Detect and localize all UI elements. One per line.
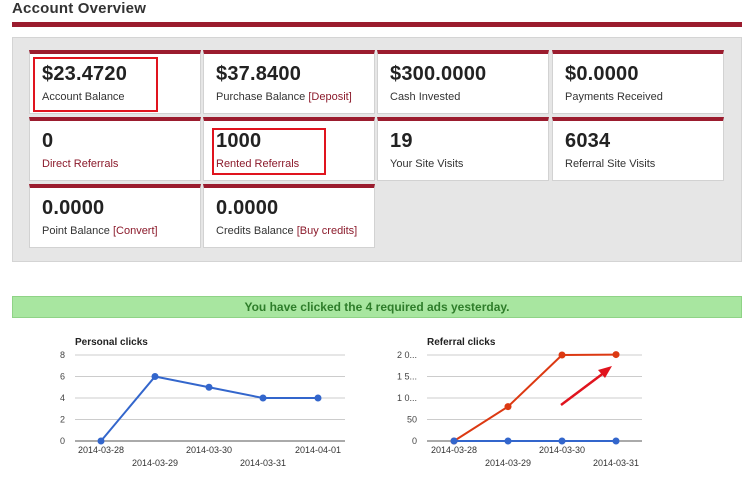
credits-balance-label: Credits Balance — [216, 225, 294, 237]
data-point — [205, 383, 213, 391]
purchase-balance-value: $37.8400 — [216, 63, 302, 85]
site-visits-label: Your Site Visits — [390, 158, 464, 170]
data-point — [558, 351, 566, 359]
highlight-account-balance — [33, 57, 158, 112]
data-point — [504, 403, 512, 411]
y-tick-label: 2 — [60, 415, 65, 425]
x-tick-label: 2014-03-28 — [431, 445, 477, 455]
stat-card-rented-referrals[interactable]: 1000 Rented Referrals — [203, 117, 375, 181]
deposit-link[interactable]: [Deposit] — [308, 91, 352, 103]
data-point — [314, 394, 322, 402]
stats-panel: $23.4720 Account Balance $37.8400 Purcha… — [12, 37, 742, 262]
payments-received-label: Payments Received — [565, 91, 663, 103]
account-balance-label: Account Balance — [42, 91, 125, 103]
stat-card-credits-balance: 0.0000 Credits Balance [Buy credits] — [203, 184, 375, 248]
annotation-arrow-shaft — [560, 371, 606, 406]
convert-link[interactable]: [Convert] — [112, 225, 158, 237]
title-divider — [12, 22, 742, 27]
buy-credits-link[interactable]: [Buy credits] — [296, 225, 358, 237]
data-point — [612, 351, 620, 359]
stat-card-purchase-balance: $37.8400 Purchase Balance [Deposit] — [203, 50, 375, 114]
x-tick-label: 2014-03-31 — [593, 458, 639, 468]
chart-referral-clicks: Referral clicks 0 50 1 0... 1 5... 2 0... 2014… — [397, 337, 642, 468]
point-balance-label-row: Point Balance [Convert] — [42, 225, 200, 237]
data-point — [612, 437, 620, 445]
chart-title: Personal clicks — [75, 337, 148, 348]
x-tick-label: 2014-03-30 — [539, 445, 585, 455]
x-tick-label: 2014-04-01 — [295, 445, 341, 455]
data-point — [558, 437, 566, 445]
stat-card-referral-site-visits: 6034 Referral Site Visits — [552, 117, 724, 181]
direct-referrals-link[interactable]: Direct Referrals — [42, 158, 119, 170]
x-tick-label: 2014-03-29 — [485, 458, 531, 468]
x-tick-label: 2014-03-28 — [78, 445, 124, 455]
credits-balance-label-row: Credits Balance [Buy credits] — [216, 225, 374, 237]
account-balance-value: $23.4720 — [42, 63, 128, 85]
data-point — [259, 394, 267, 402]
page-title: Account Overview — [12, 0, 147, 17]
y-tick-label: 4 — [60, 393, 65, 403]
data-point — [97, 437, 105, 445]
rented-referrals-link[interactable]: Rented Referrals — [216, 158, 300, 170]
direct-referrals-value: 0 — [42, 130, 54, 152]
cash-invested-label: Cash Invested — [390, 91, 461, 103]
highlight-rented-referrals — [212, 128, 326, 175]
annotation-arrow-head — [598, 366, 612, 378]
point-balance-value: 0.0000 — [42, 197, 105, 219]
stat-card-direct-referrals[interactable]: 0 Direct Referrals — [29, 117, 201, 181]
y-tick-label: 2 0... — [397, 350, 417, 360]
series-line — [453, 353, 617, 442]
payments-received-value: $0.0000 — [565, 63, 639, 85]
y-tick-label: 8 — [60, 350, 65, 360]
referral-site-visits-value: 6034 — [565, 130, 611, 152]
credits-balance-value: 0.0000 — [216, 197, 279, 219]
cash-invested-value: $300.0000 — [390, 63, 487, 85]
x-tick-label: 2014-03-30 — [186, 445, 232, 455]
stat-card-payments-received: $0.0000 Payments Received — [552, 50, 724, 114]
site-visits-value: 19 — [390, 130, 413, 152]
notice-bar: You have clicked the 4 required ads yest… — [12, 296, 742, 318]
stat-card-point-balance: 0.0000 Point Balance [Convert] — [29, 184, 201, 248]
referral-site-visits-label: Referral Site Visits — [565, 158, 656, 170]
x-tick-label: 2014-03-31 — [240, 458, 286, 468]
stat-card-cash-invested: $300.0000 Cash Invested — [377, 50, 549, 114]
y-tick-label: 0 — [412, 436, 417, 446]
chart-personal-clicks: Personal clicks 0 2 4 6 8 2014-03-28 2014-03-29… — [60, 337, 345, 468]
stat-card-account-balance: $23.4720 Account Balance — [29, 50, 201, 114]
data-point — [450, 437, 458, 445]
stat-card-site-visits: 19 Your Site Visits — [377, 117, 549, 181]
chart-title: Referral clicks — [427, 337, 496, 348]
y-tick-label: 1 0... — [397, 393, 417, 403]
purchase-balance-label: Purchase Balance — [216, 91, 306, 103]
data-point — [151, 373, 159, 380]
x-tick-label: 2014-03-29 — [132, 458, 178, 468]
y-tick-label: 0 — [60, 436, 65, 446]
purchase-balance-label-row: Purchase Balance [Deposit] — [216, 91, 374, 103]
data-point — [504, 437, 512, 445]
rented-referrals-value: 1000 — [216, 130, 262, 152]
point-balance-label: Point Balance — [42, 225, 110, 237]
y-tick-label: 6 — [60, 372, 65, 382]
y-tick-label: 50 — [407, 415, 417, 425]
y-tick-label: 1 5... — [397, 372, 417, 382]
